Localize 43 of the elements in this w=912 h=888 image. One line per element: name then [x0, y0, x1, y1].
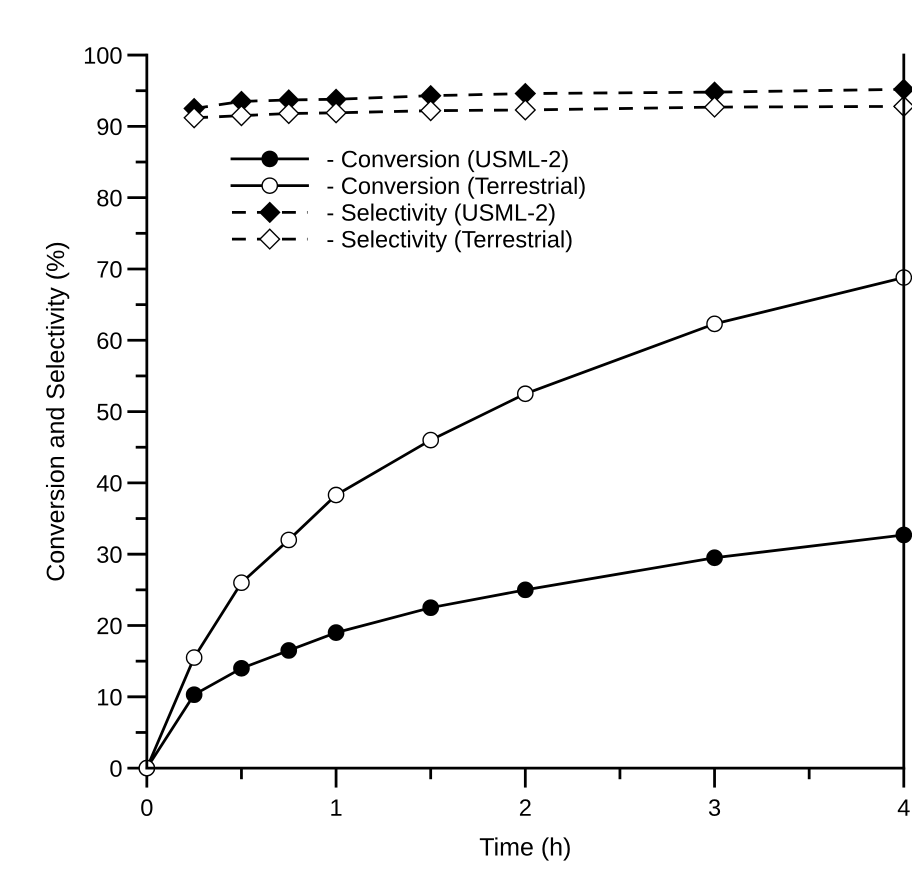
- legend-label: - Selectivity (Terrestrial): [327, 230, 572, 252]
- x-tick-label: 2: [520, 799, 531, 816]
- x-tick-label: 0: [141, 799, 152, 816]
- y-tick-label: 100: [84, 47, 122, 64]
- y-tick-label: 10: [98, 688, 122, 706]
- point: [280, 642, 298, 659]
- point: [706, 549, 723, 566]
- point: [184, 107, 205, 128]
- point: [280, 532, 298, 548]
- x-tick-label: 4: [898, 800, 910, 816]
- legend-label: - Conversion (USML-2): [327, 150, 568, 172]
- point: [278, 103, 300, 124]
- point: [328, 624, 344, 641]
- legend-label: - Conversion (Terrestrial): [327, 176, 585, 199]
- point: [326, 102, 347, 124]
- point: [516, 385, 534, 402]
- y-tick-label: 40: [96, 474, 122, 492]
- y-axis-title: Conversion and Selectivity (%): [46, 242, 70, 581]
- point: [420, 100, 442, 122]
- y-tick-label: 20: [97, 618, 122, 634]
- y-tick-label: 50: [97, 404, 122, 420]
- y-tick-label: 70: [97, 261, 122, 278]
- point: [186, 686, 202, 704]
- point: [514, 99, 536, 120]
- y-tick-label: 60: [97, 332, 122, 350]
- point: [233, 574, 250, 592]
- y-tick-label: 30: [97, 546, 122, 563]
- point: [706, 316, 723, 332]
- point: [230, 105, 252, 126]
- x-tick-label: 3: [708, 799, 720, 816]
- point: [233, 660, 250, 677]
- y-tick-label: 90: [97, 118, 122, 136]
- x-axis-title: Time (h): [480, 837, 570, 861]
- point: [704, 96, 726, 118]
- legend-label: - Selectivity (USML-2): [327, 204, 555, 226]
- y-tick-label: 80: [97, 190, 122, 206]
- point: [422, 432, 440, 448]
- x-tick-label: 1: [331, 800, 342, 816]
- point: [328, 486, 344, 504]
- y-tick-label: 0: [110, 760, 122, 777]
- point: [516, 582, 534, 598]
- point: [422, 599, 440, 616]
- point: [186, 649, 202, 666]
